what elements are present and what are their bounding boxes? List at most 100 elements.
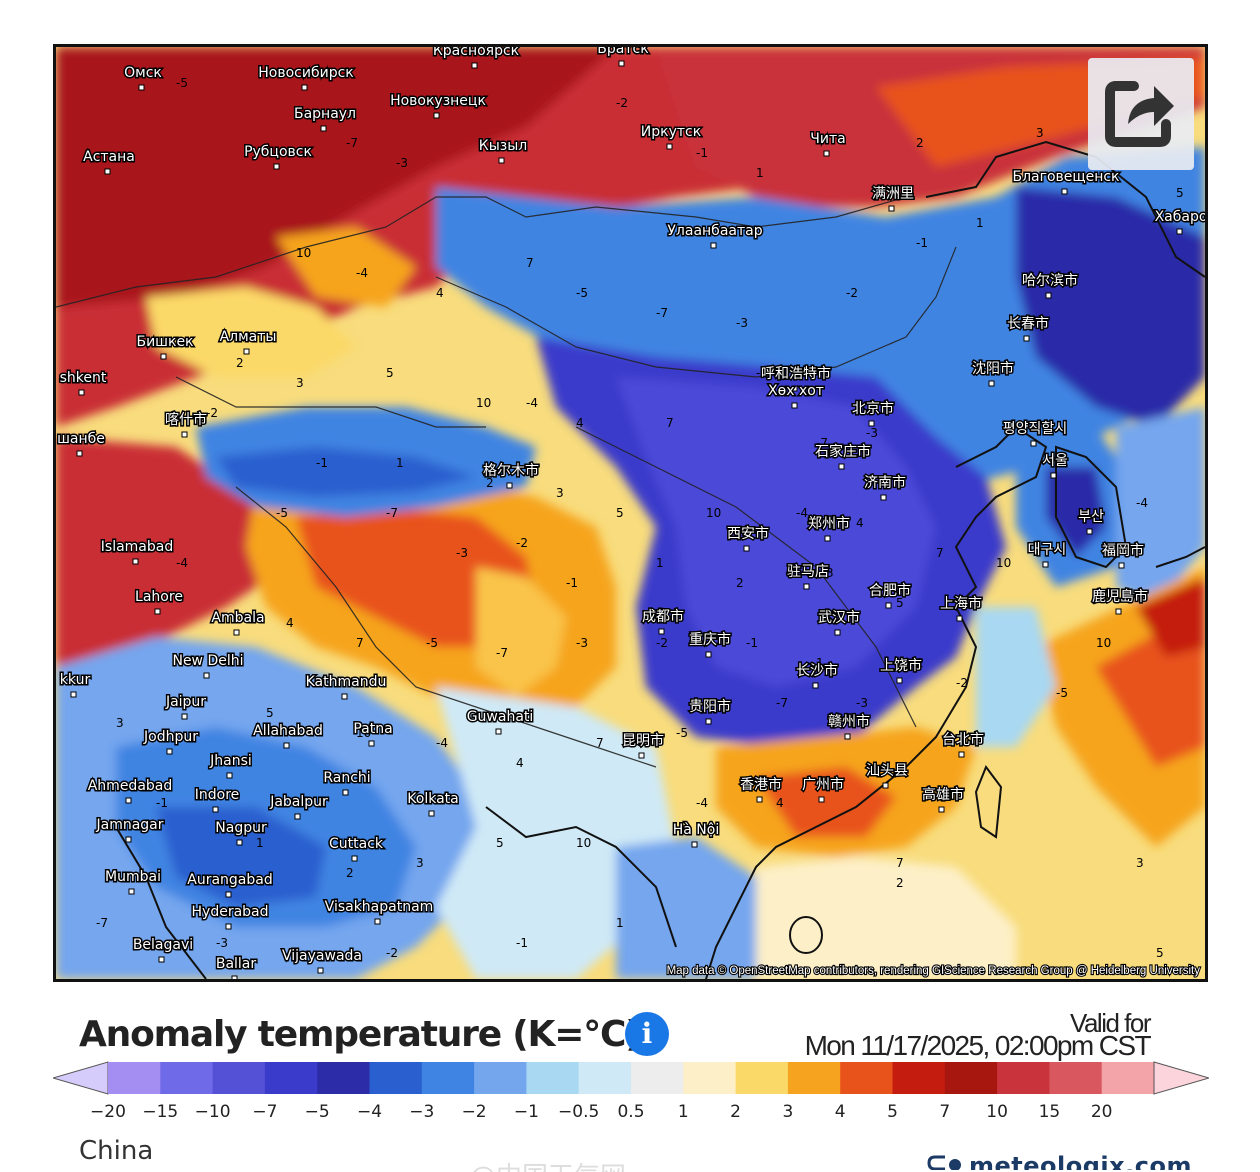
city-dot — [803, 583, 810, 590]
city-dot — [838, 463, 845, 470]
city-dot — [104, 168, 111, 175]
city-marker: Jodhpur — [142, 728, 200, 755]
city-dot — [812, 682, 819, 689]
contour-value-label: 4 — [286, 616, 294, 630]
city-dot — [125, 836, 132, 843]
city-label: 부산 — [1078, 509, 1104, 525]
city-label: 贵阳市 — [689, 698, 731, 715]
city-label: Jhansi — [209, 753, 252, 769]
city-label: shkent — [60, 370, 107, 386]
contour-value-label: -2 — [516, 536, 528, 550]
city-label: Иркутск — [641, 124, 701, 140]
contour-value-label: 10 — [296, 246, 311, 260]
city-marker: 赣州市 — [827, 712, 872, 740]
city-dot — [1086, 528, 1093, 535]
city-dot — [495, 728, 502, 735]
city-marker: shkent — [58, 369, 108, 396]
city-label: Новокузнецк — [390, 93, 486, 109]
city-marker: Hà Nội — [671, 821, 721, 848]
city-label: Kathmandu — [306, 674, 387, 690]
city-marker: 驻马店 — [786, 563, 831, 590]
city-label: 鹿児島市 — [1092, 588, 1148, 605]
city-dot — [938, 806, 945, 813]
city-label: 格尔木市 — [483, 462, 539, 479]
contour-value-label: -5 — [576, 286, 588, 300]
colorbar-over-arrow — [1153, 1061, 1209, 1095]
region-label: China — [79, 1136, 154, 1166]
colorbar-tick-label: −1 — [513, 1102, 539, 1122]
city-dot — [638, 752, 645, 759]
city-marker: Омск — [123, 64, 163, 91]
city-marker: Islamabad — [99, 538, 175, 565]
city-marker: Рубцовск — [243, 143, 313, 170]
city-marker: Jamnagar — [94, 816, 165, 843]
contour-value-label: 3 — [116, 716, 124, 730]
contour-value-label: 3 — [826, 566, 834, 580]
city-dot — [128, 888, 135, 895]
city-label: Алматы — [220, 329, 277, 345]
city-label: Lahore — [135, 589, 183, 605]
colorbar-segment — [631, 1062, 684, 1094]
info-icon[interactable]: i — [625, 1012, 669, 1056]
colorbar-segment — [526, 1062, 580, 1094]
colorbar-segment — [1101, 1062, 1155, 1094]
city-marker: Новокузнецк — [389, 92, 487, 119]
contour-value-label: 5 — [1176, 186, 1184, 200]
city-marker: Vijayawada — [281, 947, 364, 974]
colorbar-tick-label: 15 — [1038, 1102, 1061, 1122]
city-label: Guwahati — [467, 709, 534, 725]
anomaly-temperature-map[interactable]: -5 -7 -3 -2 -1 1 2 3 5 10 -4 4 7 -5 -7 -3 -2 -1 1 2 3 5 10 -4 4 7… — [53, 44, 1208, 982]
city-dot — [618, 60, 625, 67]
city-marker: Kolkata — [406, 790, 460, 817]
city-dot — [710, 242, 717, 249]
contour-value-label: -1 — [566, 576, 578, 590]
contour-value-label: -2 — [206, 406, 218, 420]
city-marker: 沈阳市 — [971, 359, 1016, 387]
contour-value-label: 1 — [616, 916, 624, 930]
city-dot — [823, 150, 830, 157]
city-dot — [317, 967, 324, 974]
colorbar-segment — [1049, 1062, 1103, 1094]
contour-value-label: -7 — [656, 306, 668, 320]
city-marker: 长沙市 — [795, 661, 840, 689]
city-dot — [342, 789, 349, 796]
city-dot — [1045, 292, 1052, 299]
city-marker: 西安市 — [726, 524, 771, 552]
contour-value-label: -1 — [516, 936, 528, 950]
city-dot — [226, 772, 233, 779]
contour-value-label: 7 — [596, 736, 604, 750]
city-marker: kkur — [58, 671, 92, 698]
city-marker: 香港市 — [739, 775, 784, 803]
city-dot — [283, 742, 290, 749]
contour-value-label: -7 — [776, 696, 788, 710]
contour-value-label: -7 — [816, 436, 828, 450]
city-marker: Visakhapatnam — [323, 898, 435, 925]
city-label: 福岡市 — [1102, 542, 1144, 559]
share-button[interactable] — [1088, 58, 1194, 170]
valid-for-label: Valid for — [1070, 1008, 1151, 1038]
city-label: 서울 — [1042, 453, 1068, 469]
colorbar-under-arrow — [53, 1061, 109, 1095]
city-label: 西安市 — [727, 525, 769, 542]
city-marker: Хабаро — [1153, 208, 1205, 235]
city-dot — [76, 450, 83, 457]
city-marker: Ahmedabad — [86, 777, 174, 804]
city-dot — [351, 855, 358, 862]
city-dot — [273, 163, 280, 170]
map-canvas[interactable]: -5 -7 -3 -2 -1 1 2 3 5 10 -4 4 7 -5 -7 -3 -2 -1 1 2 3 5 10 -4 4 7… — [56, 47, 1205, 979]
city-label: 평양직할시 — [1003, 421, 1067, 437]
city-label: Братск — [597, 47, 648, 57]
city-dot — [756, 796, 763, 803]
city-dot — [824, 535, 831, 542]
contour-value-label: -5 — [676, 726, 688, 740]
city-label: 重庆市 — [689, 631, 731, 648]
city-marker: Бишкек — [135, 333, 195, 360]
brand-logo[interactable]: meteologix.com — [925, 1150, 1225, 1170]
city-labels: Омск Новосибирск Красноярск Братск Барнаул Но… — [56, 47, 1205, 979]
city-label: 长沙市 — [796, 662, 838, 679]
city-label: 汕头县 — [866, 763, 908, 779]
city-label: Vijayawada — [282, 948, 362, 964]
city-label: Бишкек — [136, 334, 193, 350]
city-dot — [880, 494, 887, 501]
city-label: Ballar — [216, 956, 257, 972]
